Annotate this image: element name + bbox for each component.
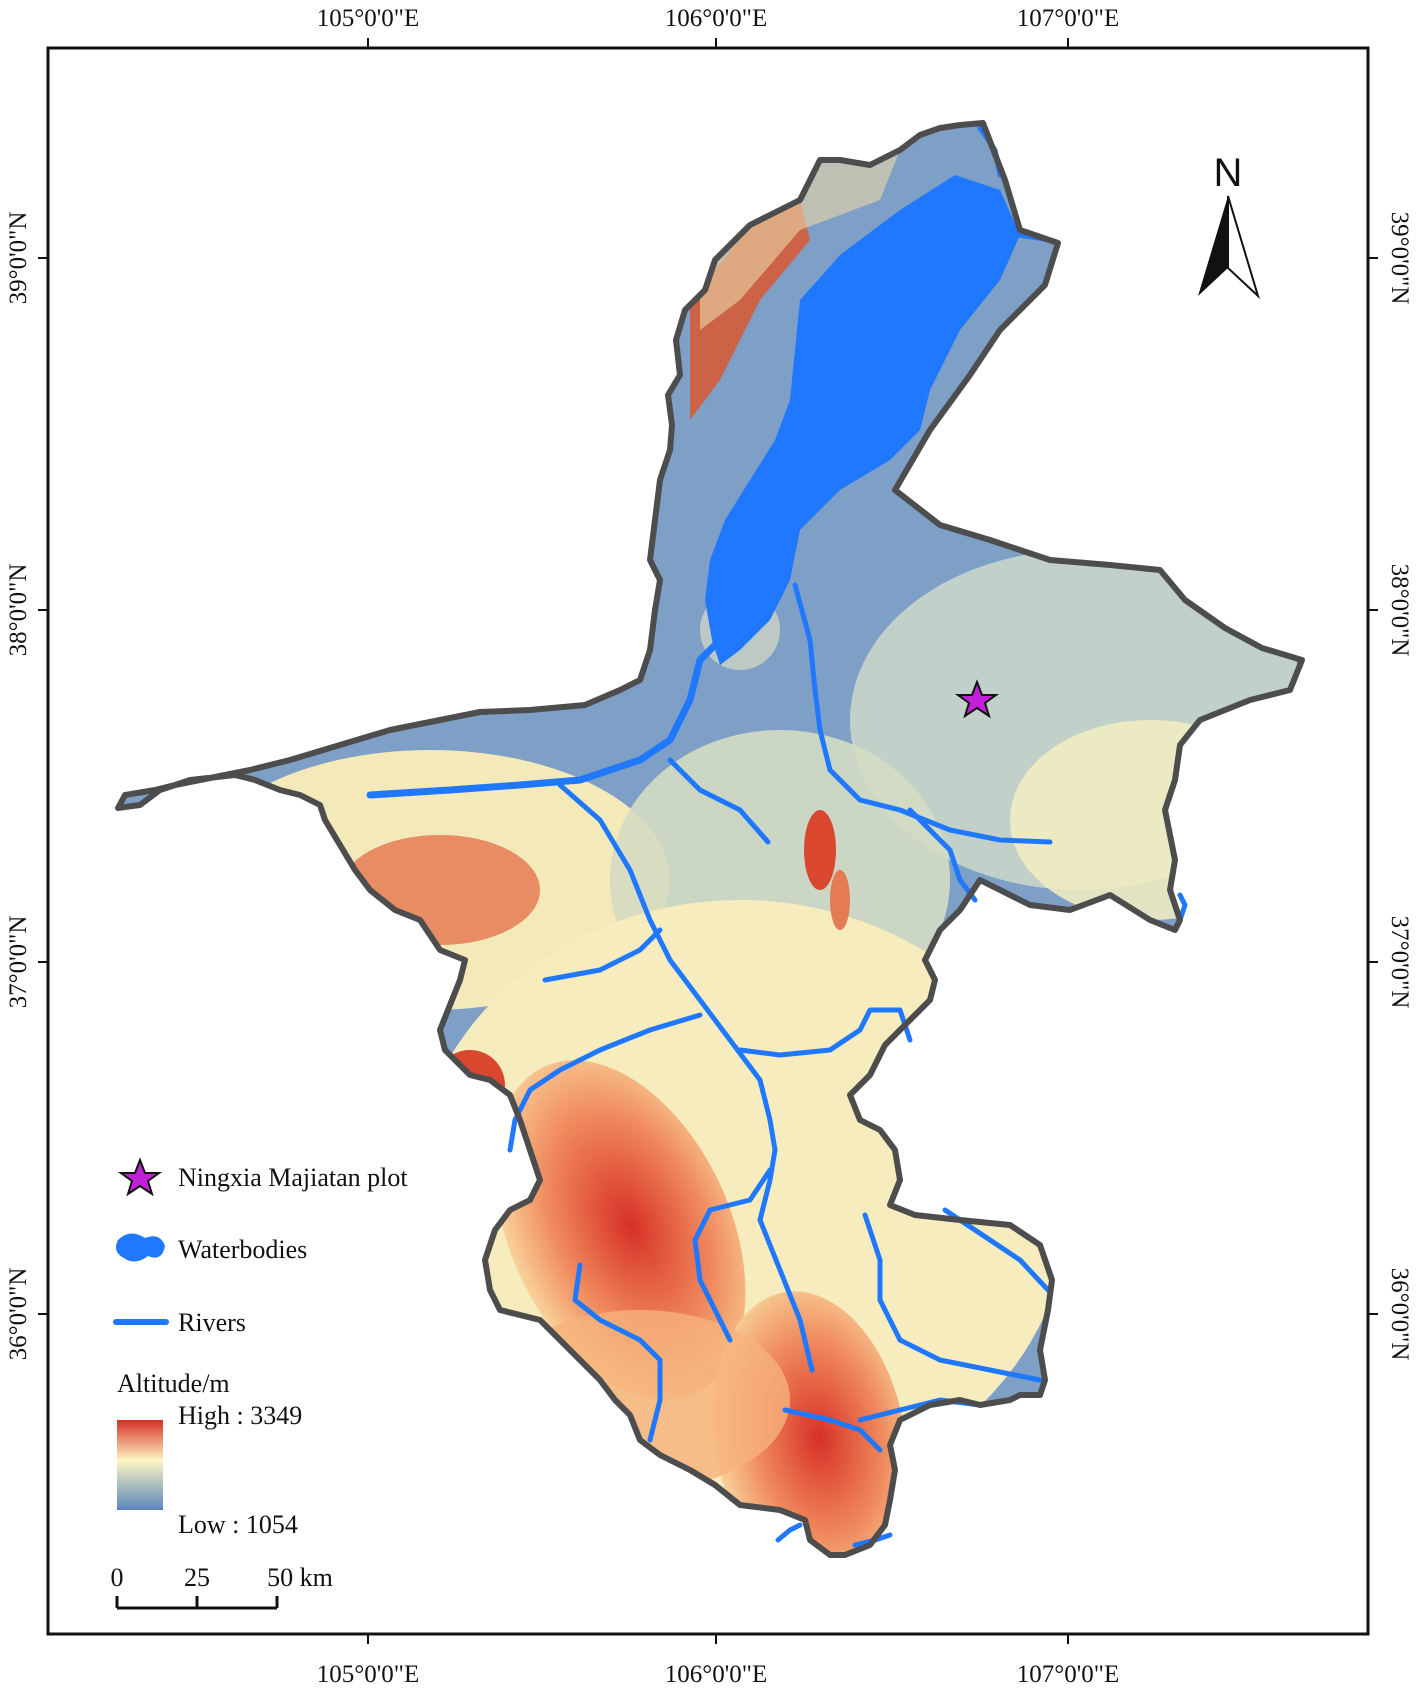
north-arrow-dark-half [1198,196,1228,296]
bottom-lon-label: 105°0'0"E [317,1661,419,1688]
legend: Ningxia Majiatan plot Waterbodies Rivers… [113,1157,408,1539]
legend-waterbody-symbol [116,1233,165,1262]
north-arrow-light-half [1227,195,1261,300]
legend-altitude-ramp [117,1420,163,1510]
bottom-lon-label: 106°0'0"E [665,1661,767,1688]
river [775,1522,803,1543]
river [782,1407,883,1453]
top-lon-label: 106°0'0"E [665,5,767,32]
right-lat-label: 39°0'0"N [1386,212,1413,305]
legend-low-label: Low : 1054 [178,1510,298,1539]
left-lat-label: 39°0'0"N [5,212,32,305]
legend-high-label: High : 3349 [178,1401,302,1430]
scale-tick-label: 50 km [267,1563,333,1592]
river [737,1007,913,1058]
left-lat-label: 38°0'0"N [5,564,32,657]
graticule-ticks [38,38,1378,1644]
north-arrow: N [1198,151,1261,300]
river [572,1262,663,1443]
left-lat-label: 37°0'0"N [5,916,32,1009]
right-lat-label: 37°0'0"N [1386,916,1413,1009]
scale-bar: 0 25 50 km [111,1563,333,1610]
legend-waterbodies-label: Waterbodies [178,1235,307,1264]
river [542,927,663,983]
legend-plot-label: Ningxia Majiatan plot [178,1163,408,1192]
bottom-lon-label: 107°0'0"E [1017,1661,1119,1688]
river [757,1217,815,1373]
left-lat-label: 36°0'0"N [5,1268,32,1361]
river [667,757,771,845]
waterbody-lake [705,175,1020,665]
river [557,782,778,1223]
legend-plot-symbol [117,1157,163,1197]
top-lon-label: 105°0'0"E [317,5,419,32]
legend-rivers-label: Rivers [178,1308,246,1337]
legend-altitude-title: Altitude/m [117,1369,230,1398]
north-arrow-label: N [1214,151,1243,195]
river [792,582,1053,845]
rivers-layer [366,125,1188,1548]
top-lon-label: 107°0'0"E [1017,5,1119,32]
plot-marker [954,679,1000,719]
right-lat-label: 38°0'0"N [1386,564,1413,657]
river [507,1012,703,1153]
river [692,1167,773,1343]
river [907,807,978,903]
scale-tick-label: 25 [184,1563,210,1592]
river [942,1207,1051,1293]
river [862,1212,1043,1383]
right-lat-label: 36°0'0"N [1386,1268,1413,1361]
scale-tick-label: 0 [111,1563,124,1592]
yellow-river [366,641,719,799]
river [1177,892,1188,923]
